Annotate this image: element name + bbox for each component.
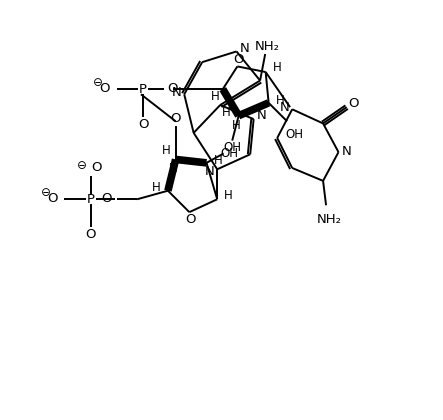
Text: H: H	[169, 162, 178, 174]
Text: O: O	[171, 112, 181, 125]
Text: N: N	[171, 86, 181, 99]
Text: H: H	[222, 106, 230, 119]
Text: H: H	[224, 189, 232, 202]
Text: N: N	[256, 109, 266, 122]
Text: O: O	[167, 82, 178, 95]
Text: O: O	[85, 228, 96, 241]
Text: O: O	[47, 192, 58, 205]
Text: H: H	[211, 90, 219, 103]
Text: N: N	[280, 101, 289, 114]
Text: H: H	[214, 154, 223, 167]
Text: H: H	[162, 144, 171, 158]
Text: H: H	[276, 94, 285, 107]
Text: P: P	[87, 193, 95, 206]
Text: O: O	[101, 192, 111, 205]
Text: P: P	[139, 83, 147, 96]
Text: NH₂: NH₂	[317, 213, 342, 226]
Text: NH₂: NH₂	[255, 40, 280, 53]
Text: OH: OH	[223, 141, 241, 154]
Text: ⊖: ⊖	[41, 186, 51, 199]
Text: O: O	[138, 118, 148, 131]
Text: N: N	[205, 165, 214, 178]
Text: ⊖: ⊖	[93, 76, 103, 89]
Text: O: O	[100, 82, 110, 95]
Text: N: N	[342, 145, 351, 158]
Text: H: H	[273, 61, 282, 74]
Text: OH: OH	[285, 128, 303, 141]
Text: O: O	[348, 97, 358, 110]
Text: ⊖: ⊖	[77, 158, 87, 171]
Text: O: O	[92, 160, 102, 173]
Text: H: H	[232, 118, 241, 131]
Text: O: O	[185, 213, 195, 226]
Text: H: H	[152, 181, 160, 194]
Text: N: N	[239, 42, 249, 55]
Text: OH: OH	[220, 147, 238, 160]
Text: O: O	[233, 52, 244, 66]
